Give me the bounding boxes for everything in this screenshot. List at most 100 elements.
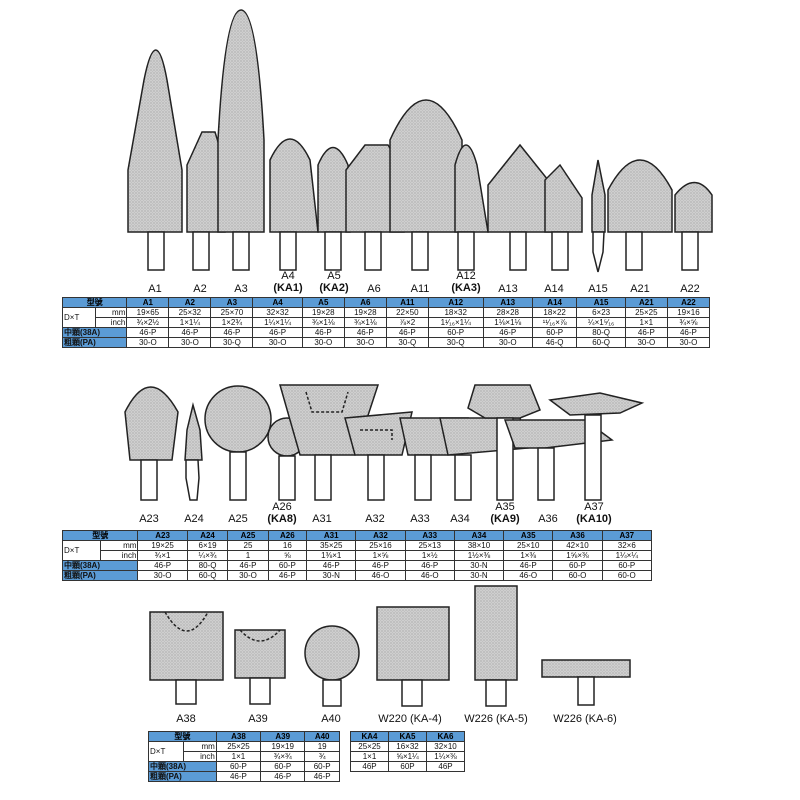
mm-cell: 16: [267, 540, 308, 551]
label-line1: A39: [248, 713, 268, 725]
mm-cell: 25×10: [503, 540, 554, 551]
shape-A23: [124, 386, 179, 501]
ka-cell-models: KA5: [388, 731, 427, 742]
inch-cell: ¾: [304, 751, 340, 762]
coarse-row: 粗顆(PA) 46-P 46-P 46-P: [148, 771, 340, 782]
mm-cell: 42×10: [552, 540, 603, 551]
label-A2: A2: [170, 283, 230, 295]
label-line1: A4: [281, 270, 295, 282]
medium-cell: 46-P: [168, 327, 212, 338]
ka-cell-inch: 1×1: [350, 751, 389, 762]
inch-cell: ¾×1⅛: [343, 317, 387, 328]
medium-cell: 46-P: [385, 327, 429, 338]
label-A1: A1: [125, 283, 185, 295]
label-line1: A35: [495, 501, 515, 513]
shape-A2: [186, 131, 226, 271]
label-line1: A38: [176, 713, 196, 725]
medium-cell: 46-P: [210, 327, 254, 338]
label-A31: A31: [292, 513, 352, 525]
label-A25: A25: [208, 513, 268, 525]
label-A34: A34: [430, 513, 490, 525]
mm-cell: 32×32: [252, 307, 303, 318]
ka-row-inch: 1×1 ⅝×1¼ 1¼×⅜: [350, 751, 465, 762]
medium-label: 中顆(38A): [61, 560, 139, 571]
medium-cell: 80-Q: [186, 560, 229, 571]
shape-A39: [234, 629, 286, 705]
shape-W226-KA6: [541, 659, 631, 706]
label-A13: A13: [478, 283, 538, 295]
model-cell: A22: [666, 297, 711, 308]
label-line2: (KA8): [267, 513, 297, 525]
medium-cell: 46-P: [482, 327, 533, 338]
mm-cell: 18×22: [531, 307, 578, 318]
mm-cell: 19×28: [301, 307, 345, 318]
inch-cell: 1×½: [404, 550, 455, 561]
inch-cell: 1¼×1¼: [252, 317, 303, 328]
label-line1: A1: [148, 283, 162, 295]
medium-cell: 46-P: [306, 560, 357, 571]
coarse-cell: 60-O: [601, 570, 653, 581]
inch-cell: 1×⅝: [355, 550, 406, 561]
coarse-cell: 60-O: [552, 570, 603, 581]
inch-cell: ¾×⅝: [666, 317, 711, 328]
coarse-cell: 30-O: [624, 337, 668, 348]
shape-A22: [674, 181, 713, 271]
label-line1: A11: [410, 283, 430, 295]
mm-cell: 25×70: [210, 307, 254, 318]
medium-label: 中顆(38A): [148, 761, 217, 772]
label-A39: A39: [228, 713, 288, 725]
ka-cell-mm: 32×10: [426, 741, 465, 752]
shape-A38: [149, 611, 224, 705]
model-cell: A31: [306, 530, 357, 541]
medium-cell: 46-P: [503, 560, 554, 571]
coarse-cell: 30-O: [252, 337, 303, 348]
coarse-cell: 30-O: [126, 337, 170, 348]
label-line1: A2: [193, 283, 207, 295]
label-A32: A32: [345, 513, 405, 525]
medium-cell: 80-Q: [576, 327, 626, 338]
table-header-row: 型號 A38 A39 A40: [148, 731, 340, 742]
coarse-cell: 30-O: [301, 337, 345, 348]
medium-cell: 60-P: [304, 761, 340, 772]
mm-cell: 19×19: [260, 741, 306, 752]
mm-cell: 38×10: [453, 540, 505, 551]
label-W220: W220 (KA-4): [365, 713, 455, 725]
mm-cell: 25×25: [624, 307, 668, 318]
spec-table-2: 型號 A23 A24 A25 A26 A31 A32 A33 A34 A35 A36 A37 D×T mm…: [61, 530, 653, 581]
mm-cell: 25×32: [168, 307, 212, 318]
medium-cell: 60-P: [601, 560, 653, 571]
label-A4: A4 (KA1): [258, 270, 318, 294]
inch-cell: 1½×⅜: [453, 550, 505, 561]
ka-cell-inch: ⅝×1¼: [388, 751, 427, 762]
coarse-cell: 30-Q: [385, 337, 429, 348]
inch-cell: ¾×1: [137, 550, 188, 561]
coarse-cell: 60-Q: [576, 337, 626, 348]
shape-A13: [487, 143, 553, 271]
model-cell: A32: [355, 530, 406, 541]
shape-A24: [184, 402, 203, 501]
mm-cell: 25×25: [215, 741, 262, 752]
label-line1: A13: [498, 283, 518, 295]
inch-row: inch ¾×1 ¼×¾ 1 ⅝ 1⅜×1 1×⅝ 1×½ 1½×⅜ 1×⅜ 1⅝×⅜ 1¼×¼: [63, 550, 653, 561]
inch-cell: 1×1¼: [168, 317, 212, 328]
label-line1: W226 (KA-6): [553, 713, 617, 725]
shape-W220: [376, 606, 450, 707]
medium-cell: 60-P: [267, 560, 308, 571]
coarse-cell: 30-O: [137, 570, 188, 581]
inch-cell: 1×2¾: [210, 317, 254, 328]
medium-cell: 60-P: [215, 761, 262, 772]
inch-cell: ¾×2½: [126, 317, 170, 328]
label-A11: A11: [390, 283, 450, 295]
inch-cell: ¾×1⅛: [301, 317, 345, 328]
label-line1: A36: [538, 513, 558, 525]
medium-cell: 46-P: [301, 327, 345, 338]
label-line1: A22: [680, 283, 700, 295]
coarse-cell: 30-O: [482, 337, 533, 348]
mm-row: D×T mm 19×25 6×19 25 16 35×25 25×16 25×13 38×10 25…: [61, 540, 653, 561]
label-line1: A31: [312, 513, 332, 525]
label-A40: A40: [301, 713, 361, 725]
shape-A12: [454, 144, 489, 271]
label-line2: (KA3): [451, 282, 481, 294]
medium-cell: 46-P: [227, 560, 269, 571]
